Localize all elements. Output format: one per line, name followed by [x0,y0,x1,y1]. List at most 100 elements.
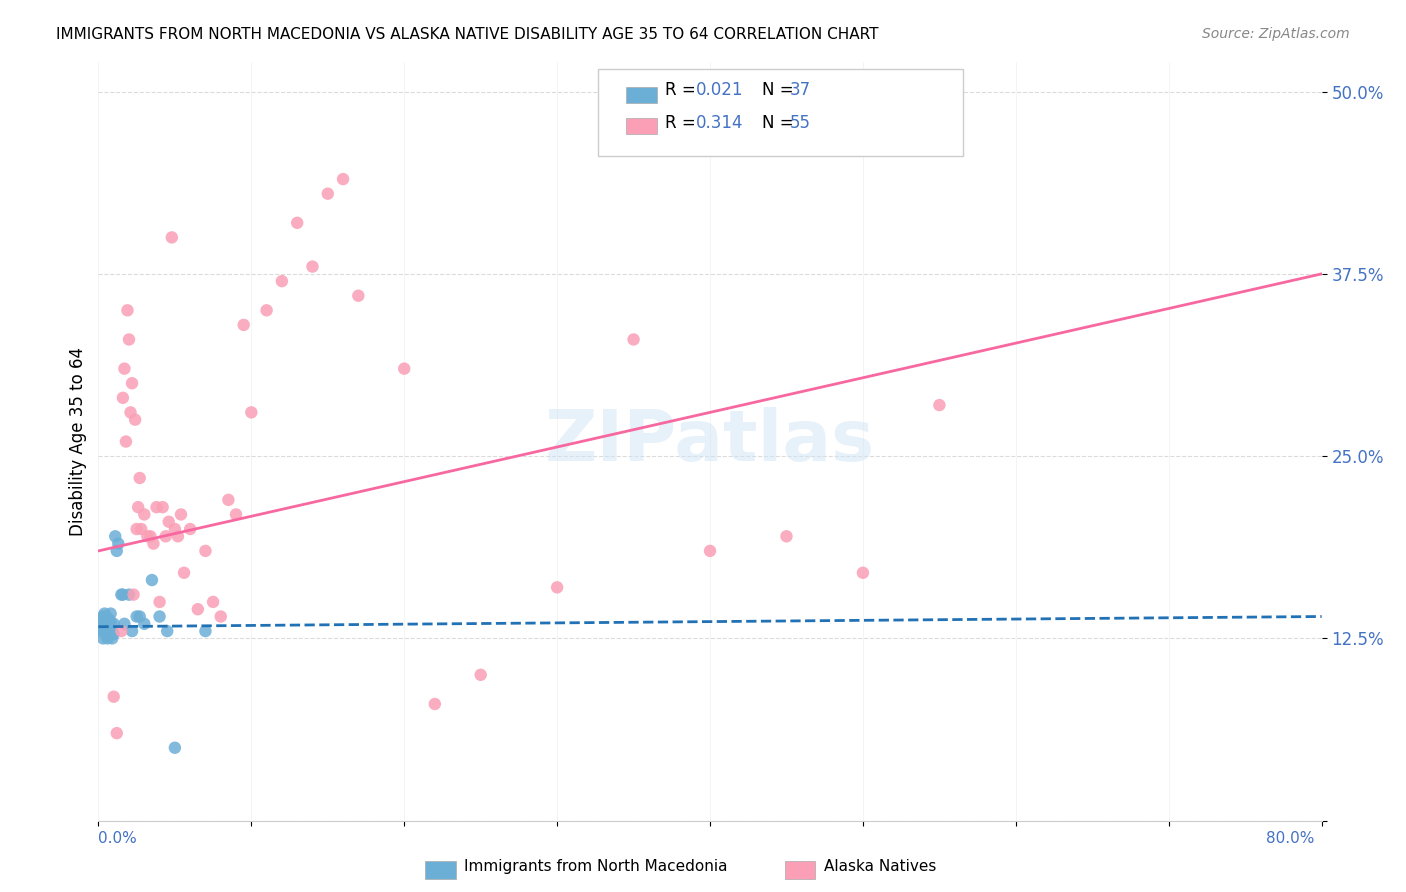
Point [209,609,232,624]
Point [104,529,127,543]
Point [128,609,150,624]
Point [156,624,179,639]
Point [928,398,950,412]
Point [232,318,254,332]
Point [316,186,339,201]
Point [129,522,152,536]
Point [152,500,174,515]
Point [423,697,446,711]
Text: R =: R = [665,81,702,99]
Point [285,216,308,230]
Point [97,632,120,646]
Point [142,536,165,550]
Point [149,595,172,609]
Point [187,602,209,616]
Text: Source: ZipAtlas.com: Source: ZipAtlas.com [1202,27,1350,41]
Point [179,522,201,536]
Point [134,616,156,631]
Point [91,624,114,639]
Point [134,508,156,522]
Point [124,412,146,426]
Point [94,620,117,634]
Point [128,471,150,485]
Point [93,607,115,621]
Point [89,616,111,631]
Point [127,500,149,515]
Text: ZIPatlas: ZIPatlas [546,407,875,476]
Text: IMMIGRANTS FROM NORTH MACEDONIA VS ALASKA NATIVE DISABILITY AGE 35 TO 64 CORRELA: IMMIGRANTS FROM NORTH MACEDONIA VS ALASK… [56,27,879,42]
Point [97,624,120,639]
Point [225,508,247,522]
Point [139,529,162,543]
Point [301,260,323,274]
Point [125,609,148,624]
Point [256,303,278,318]
Point [101,632,124,646]
Point [160,230,183,244]
Point [117,303,139,318]
Text: Alaska Natives: Alaska Natives [824,860,936,874]
Point [470,668,492,682]
Point [90,612,112,626]
Point [149,609,172,624]
Point [100,607,122,621]
Point [103,690,125,704]
Point [217,492,239,507]
Point [240,405,263,419]
Point [112,616,135,631]
Point [121,624,143,639]
Point [105,726,128,740]
Point [546,580,568,594]
Point [112,361,135,376]
Point [94,627,117,641]
Text: N =: N = [762,81,799,99]
Point [852,566,875,580]
Point [167,529,190,543]
Point [194,624,217,639]
Point [623,333,645,347]
Point [93,616,115,631]
Point [157,515,180,529]
Text: Immigrants from North Macedonia: Immigrants from North Macedonia [464,860,727,874]
Point [98,612,121,626]
Text: 37: 37 [790,81,811,99]
Point [90,624,112,639]
Point [120,405,142,419]
Point [332,172,354,186]
Point [98,621,121,635]
Y-axis label: Disability Age 35 to 64: Disability Age 35 to 64 [69,347,87,536]
Text: 80.0%: 80.0% [1267,831,1315,846]
Point [125,522,148,536]
Point [121,376,143,391]
Point [122,588,145,602]
Point [202,595,225,609]
Point [155,529,177,543]
Point [101,624,124,639]
Text: 0.0%: 0.0% [98,831,138,846]
Point [118,333,141,347]
Point [110,588,132,602]
Point [105,544,128,558]
Point [94,609,117,624]
Point [347,289,370,303]
Point [91,609,114,624]
Point [775,529,797,543]
Point [111,391,134,405]
Point [194,544,217,558]
Point [111,588,134,602]
Text: R =: R = [665,113,702,131]
Point [699,544,721,558]
Text: 0.314: 0.314 [696,113,744,131]
Point [103,616,125,631]
Text: 0.021: 0.021 [696,81,744,99]
Point [100,615,122,630]
Text: 55: 55 [790,113,811,131]
Point [173,566,195,580]
Text: N =: N = [762,113,799,131]
Point [136,529,159,543]
Point [163,740,186,755]
Point [163,522,186,536]
Point [141,573,163,587]
Point [392,361,416,376]
Point [91,632,114,646]
